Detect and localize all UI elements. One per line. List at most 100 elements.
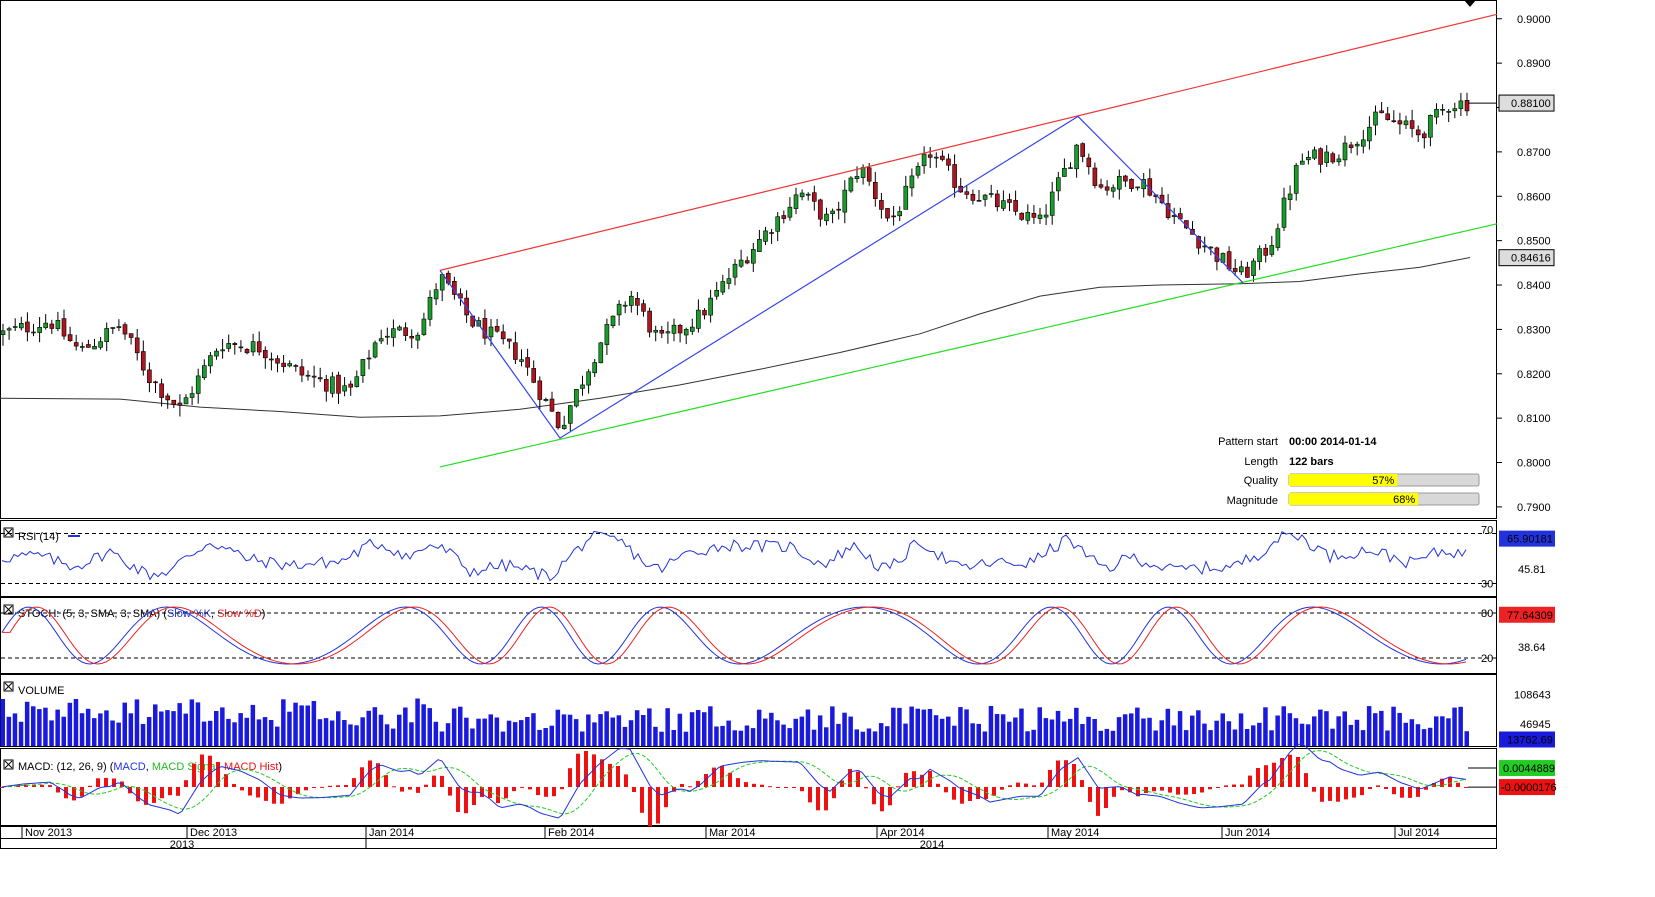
month-label: Mar 2014 — [709, 827, 755, 839]
macd-hist-bar — [384, 775, 388, 787]
candle — [49, 319, 55, 334]
macd-hist-bar — [1424, 787, 1428, 790]
candle-body-up — [622, 304, 628, 307]
candle-body-down — [506, 338, 512, 342]
candle-body-down — [153, 381, 158, 384]
volume-bar — [268, 720, 274, 746]
candle-body-down — [1385, 113, 1390, 121]
candle-body-down — [1348, 144, 1354, 148]
macd-hist-bar — [1440, 778, 1444, 787]
candle — [574, 388, 579, 408]
volume-bar — [750, 728, 756, 746]
candle — [330, 372, 335, 398]
volume-bar — [1153, 730, 1158, 746]
volume-bar — [1183, 730, 1189, 746]
candle — [37, 317, 42, 343]
candle — [531, 360, 537, 384]
candle-body-down — [494, 325, 500, 332]
volume-panel: VOLUME 108643 46945 13762.69 — [0, 681, 1555, 748]
candle — [885, 208, 890, 222]
candle — [964, 185, 970, 200]
candle-body-down — [744, 260, 750, 264]
candle-body-down — [946, 158, 951, 166]
macd-hist-bar — [416, 787, 420, 793]
volume-bar — [580, 731, 585, 746]
candle-body-up — [567, 405, 573, 424]
volume-bar — [232, 722, 237, 746]
volume-bar — [702, 712, 707, 746]
volume-bar — [165, 710, 170, 746]
candle — [909, 168, 915, 197]
volume-bar — [12, 713, 18, 746]
candle — [202, 359, 207, 380]
candle — [793, 187, 799, 215]
volume-bar — [1440, 716, 1445, 746]
macd-hist-bar — [752, 783, 756, 787]
volume-value-label: 13762.69 — [1507, 734, 1553, 746]
candle — [1348, 141, 1354, 154]
candle-body-down — [1123, 175, 1128, 182]
volume-bar — [390, 728, 396, 746]
volume-bar — [1171, 725, 1177, 746]
macd-hist-bar — [960, 787, 964, 804]
macd-hist-bar — [672, 787, 676, 792]
price-tick-label: 0.8700 — [1517, 147, 1551, 159]
candle-body-up — [1300, 160, 1305, 165]
macd-hist-bar — [456, 787, 460, 812]
candle-body-up — [1001, 200, 1006, 209]
candle — [1434, 103, 1439, 125]
candle-body-up — [354, 376, 360, 387]
candle-body-up — [653, 329, 659, 333]
candle-body-down — [1007, 199, 1012, 203]
volume-bar — [775, 720, 780, 746]
macd-hist-bar — [1312, 787, 1316, 792]
candle — [220, 339, 225, 359]
candle-body-up — [12, 326, 18, 328]
candle — [110, 327, 116, 334]
ma-value-box — [1498, 249, 1555, 267]
candle-body-down — [1080, 143, 1085, 157]
volume-bar — [1324, 711, 1329, 746]
candle — [689, 318, 695, 335]
candle — [1415, 125, 1421, 142]
macd-hist-bar — [400, 787, 404, 792]
volume-bar — [610, 717, 615, 746]
macd-hist-bar — [208, 755, 212, 787]
volume-bar — [1415, 724, 1421, 746]
volume-bar — [427, 708, 432, 746]
candle — [269, 352, 274, 371]
volume-bar — [1086, 716, 1091, 746]
candle-body-up — [592, 362, 598, 374]
volume-bar — [1251, 725, 1256, 746]
stoch-level-label: 80 — [1481, 608, 1493, 620]
candle-body-up — [763, 230, 768, 242]
candle — [659, 326, 665, 339]
macd-hist-bar — [1128, 787, 1132, 793]
volume-bar — [647, 708, 652, 746]
scroll-marker-icon[interactable] — [1464, 0, 1476, 7]
volume-bar — [1214, 720, 1219, 746]
volume-bar — [378, 714, 384, 746]
candle-body-down — [872, 182, 878, 200]
current-price-label: 0.88100 — [1511, 98, 1551, 110]
candle-body-down — [49, 323, 55, 329]
candle — [1354, 141, 1360, 156]
candle-body-up — [183, 397, 189, 405]
month-label: Jul 2014 — [1398, 827, 1440, 839]
candle — [769, 228, 774, 244]
candle-body-up — [1428, 115, 1433, 138]
macd-hist-bar — [360, 767, 364, 787]
price-tick-label: 0.7900 — [1517, 502, 1551, 514]
macd-hist-bar — [704, 774, 708, 787]
volume-bar — [85, 708, 91, 746]
macd-signal-line — [1, 750, 1467, 815]
candle — [604, 318, 610, 355]
macd-hist-bar — [472, 787, 476, 805]
macd-hist-bar — [152, 787, 156, 803]
candle — [927, 147, 933, 168]
candle-body-up — [714, 289, 720, 297]
candle-body-up — [628, 295, 634, 306]
volume-bar — [1354, 719, 1360, 746]
candle-body-down — [555, 411, 561, 428]
candle-body-down — [293, 365, 299, 367]
